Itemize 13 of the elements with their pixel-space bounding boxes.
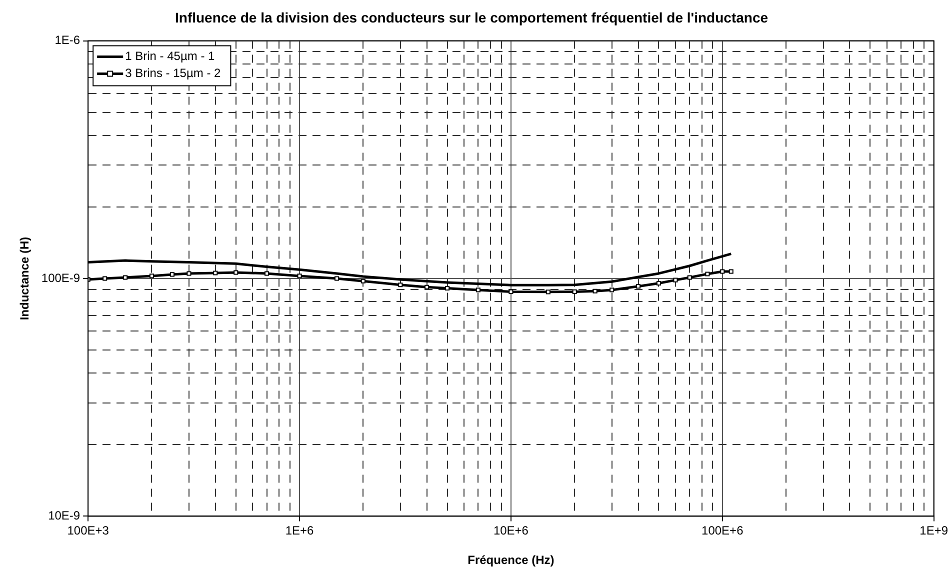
x-tick-label: 1E+9: [920, 524, 948, 538]
x-tick-label: 10E+6: [493, 524, 529, 538]
x-tick-label: 1E+6: [285, 524, 314, 538]
legend-label: 3 Brins - 15µm - 2: [125, 66, 222, 80]
y-tick-label: 10E-9: [48, 508, 80, 523]
x-tick-label: 100E+6: [702, 524, 744, 538]
y-tick-label: 1E-6: [54, 33, 80, 48]
chart-title: Influence de la division des conducteurs sur le comportement fréquentiel de l'inductance: [174, 9, 768, 26]
x-axis-title: Fréquence (Hz): [468, 553, 554, 568]
y-axis-title: Inductance (H): [18, 236, 32, 320]
y-tick-label: 100E-9: [41, 270, 80, 285]
legend-label: 1 Brin - 45µm - 1: [125, 49, 216, 64]
x-tick-label: 100E+3: [67, 524, 110, 538]
